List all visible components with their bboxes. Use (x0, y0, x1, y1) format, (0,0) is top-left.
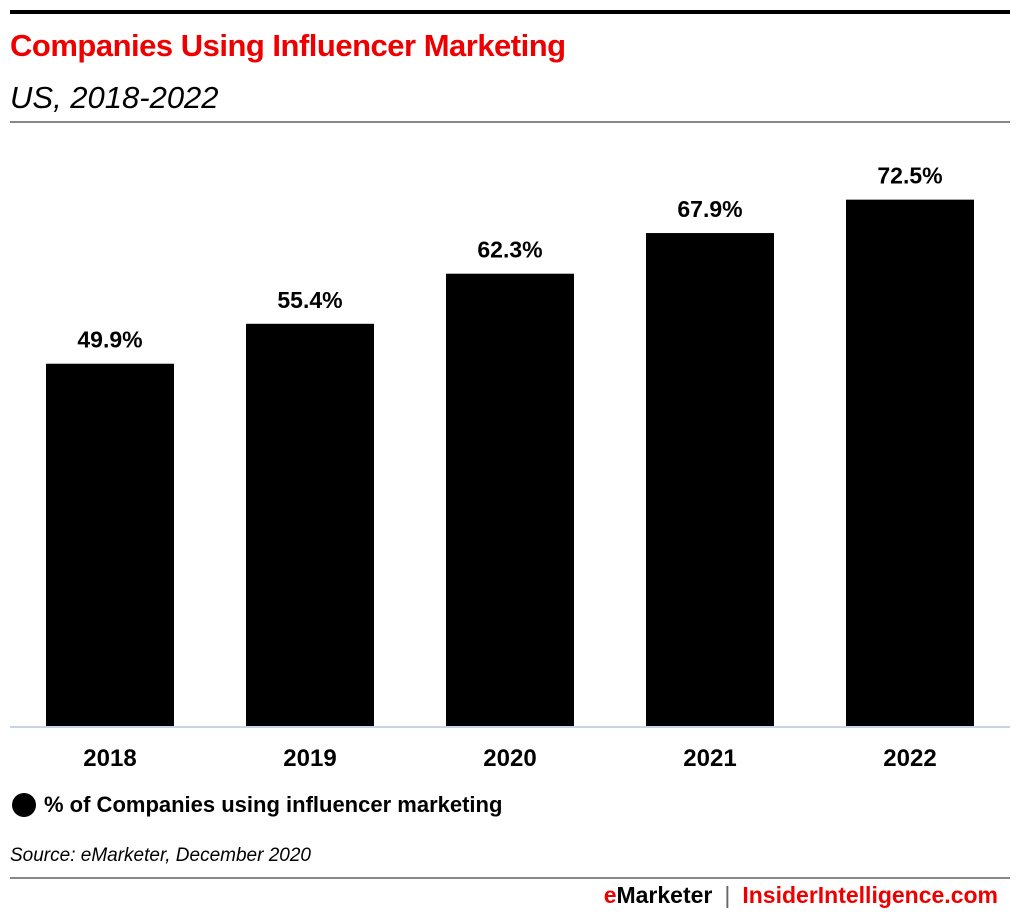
insider-intelligence-link[interactable]: InsiderIntelligence.com (742, 882, 998, 908)
legend-swatch-icon (12, 793, 36, 817)
data-label-2022: 72.5% (877, 163, 942, 189)
footer-brand: eMarketer | InsiderIntelligence.com (604, 882, 998, 909)
x-tick-label-2021: 2021 (683, 745, 736, 772)
x-tick-label-2022: 2022 (883, 745, 936, 772)
data-label-2020: 62.3% (477, 237, 542, 263)
data-label-2019: 55.4% (277, 287, 342, 313)
chart-subtitle: US, 2018-2022 (10, 80, 219, 115)
source-note: Source: eMarketer, December 2020 (10, 845, 311, 866)
emarketer-logo: eMarketer (603, 882, 713, 908)
footer-separator: | (724, 882, 731, 908)
data-label-2021: 67.9% (677, 196, 742, 222)
bar-2022 (846, 199, 974, 726)
bar-2020 (446, 273, 574, 726)
header-divider (10, 121, 1010, 123)
x-tick-label-2019: 2019 (283, 745, 336, 772)
top-rule (10, 10, 1010, 14)
legend: % of Companies using influencer marketin… (12, 792, 502, 818)
bar-2018 (46, 363, 174, 726)
bar-2019 (246, 323, 374, 726)
x-tick-label-2018: 2018 (83, 745, 136, 772)
chart-title: Companies Using Influencer Marketing (10, 28, 566, 63)
data-label-2018: 49.9% (77, 327, 142, 353)
x-tick-label-2020: 2020 (483, 745, 536, 772)
legend-label: % of Companies using influencer marketin… (44, 792, 503, 817)
bar-2021 (646, 233, 774, 726)
footer-divider (10, 877, 1010, 879)
bar-chart: 49.9% 2018 55.4% 2019 62.3% 2020 67.9% 2021 72.5… (10, 163, 1010, 772)
